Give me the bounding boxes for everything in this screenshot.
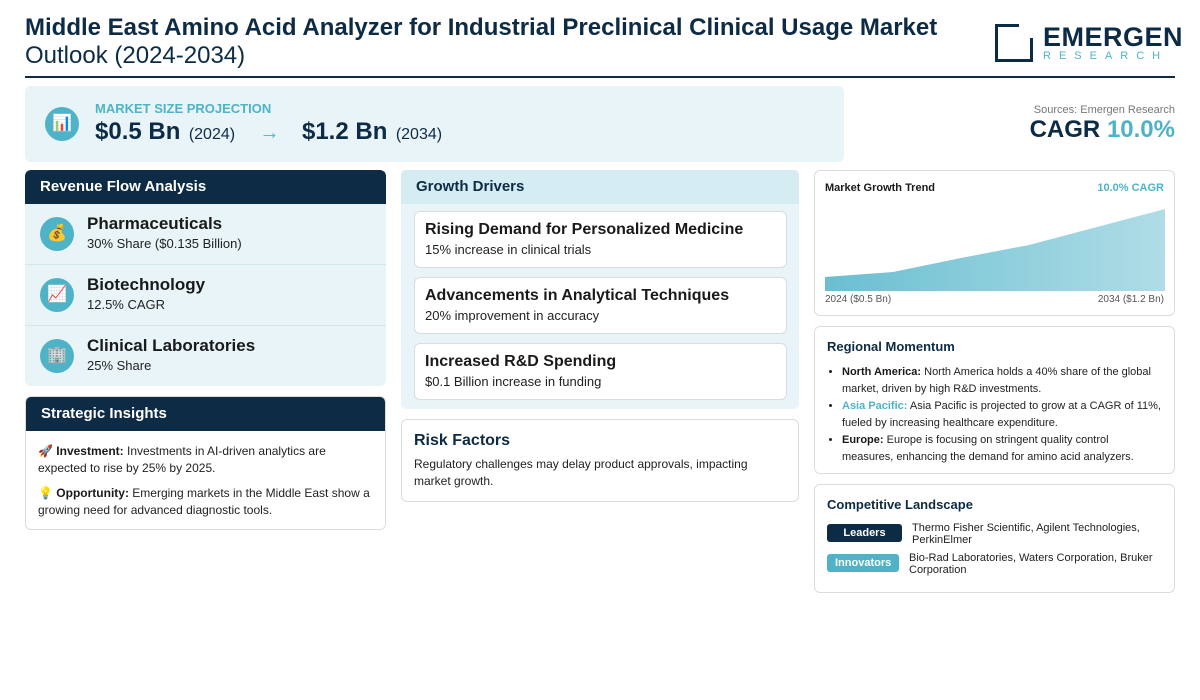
- logo-name: EMERGEN: [1043, 22, 1184, 52]
- driver-detail: 20% improvement in accuracy: [425, 308, 600, 323]
- region-label: North America:: [842, 366, 922, 378]
- regional-momentum-title: Regional Momentum: [827, 339, 955, 354]
- investment-text: Investments in AI-driven analytics are e…: [38, 444, 326, 475]
- growth-area: [825, 209, 1165, 291]
- list-item: North America: North America holds a 40%…: [842, 364, 1162, 398]
- driver-title: Increased R&D Spending: [425, 353, 617, 370]
- strategic-insights-body: 🚀 Investment: Investments in AI-driven a…: [26, 431, 385, 529]
- region-text: North America holds a 40% share of the g…: [842, 366, 1151, 395]
- page-title: Middle East Amino Acid Analyzer for Indu…: [25, 14, 938, 41]
- cagr-value: 10.0%: [1106, 116, 1175, 143]
- region-label: Europe:: [842, 434, 884, 446]
- revenue-flow-title: Revenue Flow Analysis: [25, 170, 386, 204]
- revenue-item-name: Clinical Laboratories: [87, 336, 256, 355]
- revenue-item: 📈 Biotechnology 12.5% CAGR: [25, 265, 386, 326]
- trend-title: Market Growth Trend: [825, 182, 936, 194]
- strategic-insights-panel: Strategic Insights 🚀 Investment: Investm…: [25, 396, 386, 530]
- revenue-item-name: Biotechnology: [87, 275, 206, 294]
- revenue-item-detail: 30% Share ($0.135 Billion): [87, 236, 242, 251]
- list-item: Asia Pacific: Asia Pacific is projected …: [842, 398, 1162, 432]
- regional-momentum-panel: Regional Momentum North America: North A…: [814, 326, 1175, 474]
- growth-drivers-title: Growth Drivers: [401, 170, 799, 204]
- driver-card: Increased R&D Spending $0.1 Billion incr…: [414, 343, 787, 400]
- growth-area-chart: [825, 209, 1165, 291]
- driver-title: Rising Demand for Personalized Medicine: [425, 221, 744, 238]
- header: Middle East Amino Acid Analyzer for Indu…: [25, 14, 1183, 78]
- revenue-item: 💰 Pharmaceuticals 30% Share ($0.135 Bill…: [25, 204, 386, 265]
- competitive-landscape-panel: Competitive Landscape Leaders Thermo Fis…: [814, 484, 1175, 593]
- revenue-item: 🏢 Clinical Laboratories 25% Share: [25, 326, 386, 386]
- market-size-projection: 📊 MARKET SIZE PROJECTION $0.5 Bn (2024) …: [25, 86, 844, 162]
- leaders-text: Thermo Fisher Scientific, Agilent Techno…: [912, 522, 1140, 546]
- building-icon: 🏢: [40, 339, 74, 373]
- projection-values: $0.5 Bn (2024) → $1.2 Bn (2034): [95, 118, 442, 146]
- opportunity-insight: 💡 Opportunity: Emerging markets in the M…: [38, 485, 373, 519]
- leaders-row: Leaders Thermo Fisher Scientific, Agilen…: [827, 522, 1162, 552]
- revenue-flow-panel: Revenue Flow Analysis 💰 Pharmaceuticals …: [25, 170, 386, 386]
- innovators-row: Innovators Bio-Rad Laboratories, Waters …: [827, 552, 1162, 582]
- driver-title: Advancements in Analytical Techniques: [425, 287, 730, 304]
- opportunity-label: Opportunity:: [56, 486, 129, 500]
- logo-square-icon: [995, 24, 1033, 62]
- money-bag-icon: 💰: [40, 217, 74, 251]
- trend-start-label: 2024 ($0.5 Bn): [825, 294, 892, 305]
- innovators-badge: Innovators: [827, 554, 899, 572]
- projection-label: MARKET SIZE PROJECTION: [95, 101, 272, 116]
- driver-detail: $0.1 Billion increase in funding: [425, 374, 602, 389]
- opportunity-text: Emerging markets in the Middle East show…: [38, 486, 370, 517]
- investment-insight: 🚀 Investment: Investments in AI-driven a…: [38, 443, 373, 477]
- innovators-text: Bio-Rad Laboratories, Waters Corporation…: [909, 552, 1153, 576]
- cagr-summary: CAGR 10.0%: [1030, 116, 1175, 144]
- competitive-landscape-title: Competitive Landscape: [827, 497, 973, 512]
- market-growth-trend-panel: Market Growth Trend 10.0% CAGR 2024 ($0.…: [814, 170, 1175, 316]
- risk-factors-title: Risk Factors: [414, 432, 511, 449]
- list-item: Europe: Europe is focusing on stringent …: [842, 432, 1162, 466]
- region-text: Asia Pacific is projected to grow at a C…: [842, 400, 1161, 429]
- bar-chart-icon: 📊: [45, 107, 79, 141]
- revenue-item-detail: 25% Share: [87, 358, 152, 373]
- driver-detail: 15% increase in clinical trials: [425, 242, 592, 257]
- risk-factors-text: Regulatory challenges may delay product …: [414, 457, 748, 488]
- emergen-logo[interactable]: EMERGEN RESEARCH: [995, 22, 1183, 64]
- driver-card: Rising Demand for Personalized Medicine …: [414, 211, 787, 268]
- rocket-icon: 🚀: [38, 444, 53, 458]
- cagr-label: CAGR: [1029, 116, 1101, 143]
- source-text: Sources: Emergen Research: [1033, 104, 1175, 116]
- trend-end-label: 2034 ($1.2 Bn): [1097, 294, 1164, 305]
- page-subtitle: Outlook (2024-2034): [25, 42, 246, 69]
- trend-up-icon: 📈: [40, 278, 74, 312]
- revenue-item-name: Pharmaceuticals: [87, 214, 223, 233]
- investment-label: Investment:: [56, 444, 124, 458]
- end-year: (2034): [395, 126, 443, 143]
- arrow-right-icon: →: [259, 122, 280, 144]
- leaders-badge: Leaders: [827, 524, 902, 542]
- regional-list: North America: North America holds a 40%…: [827, 364, 1162, 466]
- risk-factors-panel: Risk Factors Regulatory challenges may d…: [401, 419, 799, 502]
- start-value: $0.5 Bn: [95, 118, 181, 145]
- end-value: $1.2 Bn: [301, 118, 388, 145]
- start-year: (2024): [188, 126, 236, 143]
- region-label: Asia Pacific:: [842, 400, 908, 412]
- region-text: Europe is focusing on stringent quality …: [842, 434, 1134, 463]
- growth-drivers-panel: Growth Drivers Rising Demand for Persona…: [401, 170, 799, 409]
- trend-cagr: 10.0% CAGR: [1097, 182, 1164, 194]
- strategic-insights-title: Strategic Insights: [26, 397, 385, 431]
- driver-card: Advancements in Analytical Techniques 20…: [414, 277, 787, 334]
- logo-subtitle: RESEARCH: [1043, 50, 1169, 62]
- lightbulb-icon: 💡: [38, 486, 53, 500]
- revenue-item-detail: 12.5% CAGR: [87, 297, 166, 312]
